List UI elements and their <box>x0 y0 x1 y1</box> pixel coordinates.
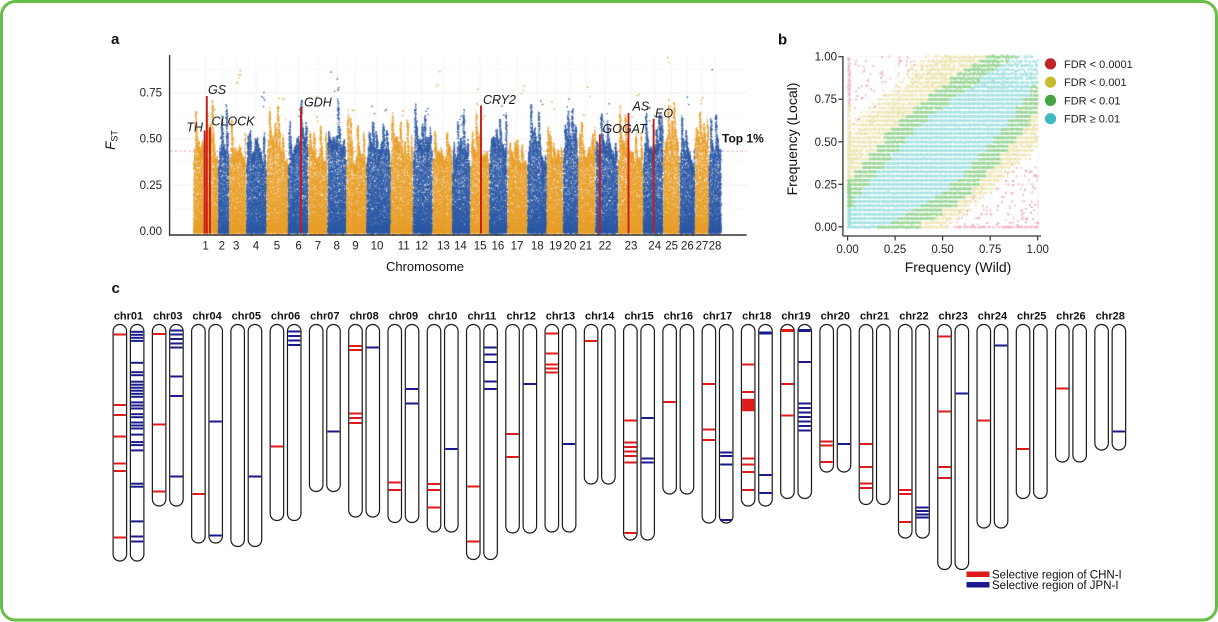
svg-text:2: 2 <box>219 241 225 253</box>
svg-text:chr04: chr04 <box>192 311 222 323</box>
svg-text:chr21: chr21 <box>860 311 889 323</box>
svg-text:FDR < 0.001: FDR < 0.001 <box>1064 77 1127 89</box>
svg-text:chr11: chr11 <box>468 311 497 323</box>
svg-text:28: 28 <box>709 241 722 253</box>
svg-text:8: 8 <box>333 241 339 253</box>
svg-text:12: 12 <box>415 241 428 253</box>
svg-text:a: a <box>111 31 120 48</box>
svg-text:chr16: chr16 <box>664 311 693 323</box>
svg-text:23: 23 <box>625 241 638 253</box>
svg-text:0.00: 0.00 <box>836 244 858 256</box>
svg-text:chr22: chr22 <box>899 311 928 323</box>
svg-text:chr08: chr08 <box>349 311 378 323</box>
svg-text:0.50: 0.50 <box>140 134 162 146</box>
svg-text:6: 6 <box>295 241 301 253</box>
svg-text:21: 21 <box>579 241 592 253</box>
svg-text:25: 25 <box>665 241 678 253</box>
svg-text:9: 9 <box>352 241 358 253</box>
svg-text:b: b <box>778 32 787 49</box>
svg-text:10: 10 <box>371 241 384 253</box>
svg-text:chr15: chr15 <box>624 311 653 323</box>
svg-text:CLOCK: CLOCK <box>212 115 256 129</box>
svg-text:FDR < 0.01: FDR < 0.01 <box>1064 95 1121 107</box>
svg-text:FDR ≥ 0.01: FDR ≥ 0.01 <box>1064 114 1120 126</box>
svg-text:GOGAT: GOGAT <box>603 122 649 136</box>
svg-text:0.25: 0.25 <box>815 179 837 191</box>
svg-text:17: 17 <box>511 241 524 253</box>
svg-text:chr07: chr07 <box>310 311 339 323</box>
svg-text:0.00: 0.00 <box>140 226 162 238</box>
svg-text:0.75: 0.75 <box>140 87 162 99</box>
svg-text:Chromosome: Chromosome <box>386 259 464 274</box>
svg-text:chr03: chr03 <box>153 311 182 323</box>
svg-text:0.75: 0.75 <box>979 244 1001 256</box>
svg-text:14: 14 <box>454 241 467 253</box>
svg-text:1.00: 1.00 <box>815 52 837 64</box>
svg-text:chr26: chr26 <box>1056 311 1085 323</box>
svg-text:Frequency (Local): Frequency (Local) <box>784 83 800 196</box>
svg-text:chr01: chr01 <box>114 311 143 323</box>
svg-text:0.75: 0.75 <box>815 94 837 106</box>
svg-text:AS: AS <box>632 100 650 114</box>
svg-text:chr13: chr13 <box>546 311 575 323</box>
svg-text:chr05: chr05 <box>232 311 261 323</box>
svg-text:20: 20 <box>564 241 577 253</box>
svg-text:EO: EO <box>655 107 673 121</box>
svg-text:chr09: chr09 <box>389 311 418 323</box>
svg-text:chr12: chr12 <box>507 311 536 323</box>
svg-text:3: 3 <box>233 241 239 253</box>
svg-text:24: 24 <box>648 241 661 253</box>
svg-text:0.25: 0.25 <box>140 180 162 192</box>
svg-text:16: 16 <box>492 241 505 253</box>
svg-text:5: 5 <box>274 241 280 253</box>
svg-text:chr17: chr17 <box>703 311 732 323</box>
svg-text:chr20: chr20 <box>821 311 850 323</box>
svg-text:chr19: chr19 <box>781 311 810 323</box>
svg-text:19: 19 <box>549 241 562 253</box>
svg-text:18: 18 <box>531 241 544 253</box>
svg-text:0.50: 0.50 <box>815 137 837 149</box>
svg-text:11: 11 <box>398 241 410 253</box>
svg-text:1.00: 1.00 <box>1027 244 1049 256</box>
svg-text:Selective region of JPN-I: Selective region of JPN-I <box>992 580 1119 592</box>
svg-text:Selective region of CHN-I: Selective region of CHN-I <box>992 570 1122 582</box>
svg-text:4: 4 <box>253 241 260 253</box>
svg-text:chr25: chr25 <box>1017 311 1046 323</box>
svg-text:CRY2: CRY2 <box>483 93 516 107</box>
svg-text:chr06: chr06 <box>271 311 300 323</box>
svg-text:0.25: 0.25 <box>884 244 906 256</box>
svg-text:22: 22 <box>599 241 612 253</box>
svg-text:Top 1%: Top 1% <box>722 132 764 146</box>
svg-text:13: 13 <box>437 241 450 253</box>
svg-text:chr18: chr18 <box>742 311 771 323</box>
svg-text:GDH: GDH <box>304 96 333 110</box>
svg-text:chr14: chr14 <box>585 311 615 323</box>
svg-text:1: 1 <box>202 241 208 253</box>
svg-text:chr28: chr28 <box>1096 311 1125 323</box>
svg-text:TH: TH <box>186 121 204 135</box>
svg-text:15: 15 <box>474 241 487 253</box>
svg-text:chr24: chr24 <box>978 311 1008 323</box>
svg-text:Frequency (Wild): Frequency (Wild) <box>905 259 1012 275</box>
svg-text:7: 7 <box>315 241 321 253</box>
svg-text:chr10: chr10 <box>428 311 457 323</box>
svg-text:FDR < 0.0001: FDR < 0.0001 <box>1064 59 1133 71</box>
svg-text:FST: FST <box>103 130 120 150</box>
svg-text:GS: GS <box>208 83 227 97</box>
svg-text:chr23: chr23 <box>938 311 967 323</box>
svg-text:0.50: 0.50 <box>931 244 953 256</box>
svg-text:27: 27 <box>696 241 709 253</box>
svg-text:26: 26 <box>681 241 694 253</box>
svg-text:0.00: 0.00 <box>815 222 837 234</box>
svg-text:c: c <box>112 280 120 297</box>
